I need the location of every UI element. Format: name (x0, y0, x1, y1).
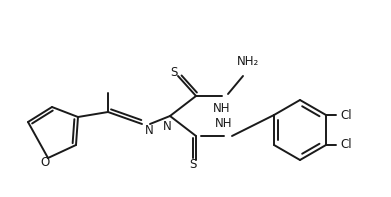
Text: Cl: Cl (340, 138, 352, 151)
Text: S: S (170, 65, 178, 78)
Text: NH₂: NH₂ (237, 55, 259, 68)
Text: Cl: Cl (340, 109, 352, 122)
Text: O: O (40, 156, 50, 169)
Text: NH: NH (213, 102, 231, 115)
Text: N: N (163, 120, 171, 133)
Text: N: N (145, 124, 154, 137)
Text: S: S (189, 159, 197, 172)
Text: NH: NH (215, 117, 233, 130)
